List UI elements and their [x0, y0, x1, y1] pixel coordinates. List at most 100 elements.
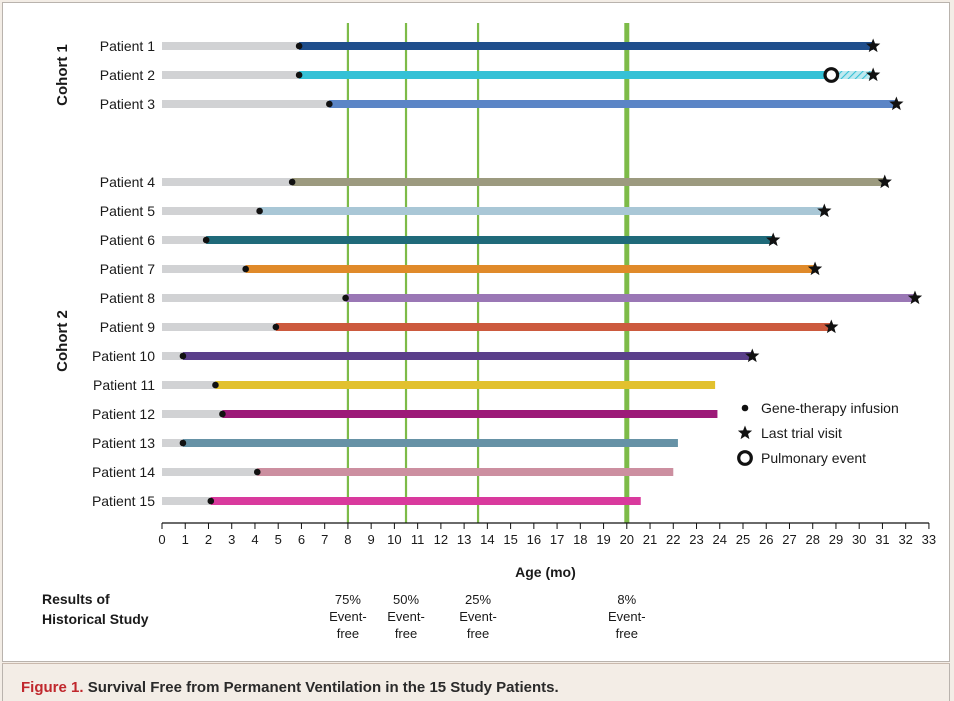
- event-free-bar: [292, 178, 885, 186]
- pre-infusion-bar: [162, 207, 260, 215]
- infusion-dot: [179, 352, 187, 360]
- x-tick-label: 24: [713, 532, 727, 547]
- infusion-dot: [256, 207, 263, 215]
- infusion-dot: [326, 100, 333, 108]
- infusion-dot: [219, 410, 226, 418]
- event-free-bar: [257, 468, 674, 476]
- infusion-dot: [342, 294, 349, 302]
- pre-infusion-bar: [162, 71, 300, 79]
- infusion-dot: [272, 323, 280, 331]
- patient-label: Patient 8: [100, 290, 155, 306]
- cohort-label: Cohort 1: [54, 44, 71, 106]
- patient-label: Patient 5: [100, 203, 155, 219]
- patient-label: Patient 3: [100, 96, 155, 112]
- patient-row: Patient 11: [93, 377, 716, 393]
- pre-infusion-bar: [162, 410, 223, 418]
- cohort-label: Cohort 2: [54, 310, 71, 372]
- x-tick-label: 27: [782, 532, 796, 547]
- patient-row: Patient 10: [92, 348, 760, 364]
- x-tick-label: 26: [759, 532, 773, 547]
- chart-panel: [2, 2, 950, 662]
- patient-row: Patient 2: [100, 67, 881, 83]
- legend-item: Gene-therapy infusion: [741, 400, 899, 416]
- historical-study-label: Results of: [42, 591, 110, 607]
- patient-label: Patient 2: [100, 67, 155, 83]
- patient-label: Patient 13: [92, 435, 155, 451]
- legend-dot-icon: [741, 404, 749, 412]
- x-tick-label: 18: [573, 532, 587, 547]
- last-visit-star: [889, 96, 904, 111]
- patient-label: Patient 6: [100, 232, 155, 248]
- event-free-bar: [275, 323, 832, 331]
- patient-row: Patient 6: [100, 232, 781, 248]
- patient-label: Patient 4: [100, 174, 155, 190]
- infusion-dot: [202, 236, 210, 244]
- x-axis-title: Age (mo): [515, 564, 576, 580]
- event-free-bar: [345, 294, 915, 302]
- x-tick-label: 6: [298, 532, 305, 547]
- patient-row: Patient 4: [100, 174, 892, 190]
- legend-label: Pulmonary event: [761, 450, 866, 466]
- reference-label: 8%: [617, 592, 636, 607]
- x-tick-label: 3: [228, 532, 235, 547]
- infusion-dot: [242, 265, 249, 273]
- legend-label: Last trial visit: [761, 425, 842, 441]
- figure-caption: Figure 1. Survival Free from Permanent V…: [21, 679, 559, 696]
- reference-label: free: [337, 626, 359, 641]
- patient-label: Patient 11: [93, 377, 155, 393]
- event-free-bar: [210, 497, 641, 505]
- patient-label: Patient 14: [92, 464, 155, 480]
- event-free-bar: [215, 381, 716, 389]
- event-free-bar: [329, 100, 897, 108]
- caption-bar: Figure 1. Survival Free from Permanent V…: [2, 663, 950, 701]
- last-visit-star: [824, 319, 839, 334]
- x-tick-label: 9: [368, 532, 375, 547]
- figure-title: Survival Free from Permanent Ventilation…: [87, 679, 559, 696]
- x-tick-label: 28: [805, 532, 819, 547]
- patient-row: Patient 14: [92, 464, 674, 480]
- reference-label: free: [467, 626, 489, 641]
- legend-label: Gene-therapy infusion: [761, 400, 899, 416]
- x-tick-label: 20: [620, 532, 634, 547]
- pre-infusion-bar: [162, 439, 183, 447]
- event-free-bar: [206, 236, 774, 244]
- infusion-dot: [253, 468, 261, 476]
- pre-infusion-bar: [162, 178, 293, 186]
- x-tick-label: 8: [344, 532, 351, 547]
- x-tick-label: 22: [666, 532, 680, 547]
- reference-label: 75%: [335, 592, 361, 607]
- event-free-bar: [222, 410, 718, 418]
- x-tick-label: 2: [205, 532, 212, 547]
- x-tick-label: 7: [321, 532, 328, 547]
- x-tick-label: 14: [480, 532, 494, 547]
- patient-row: Patient 13: [92, 435, 678, 451]
- x-tick-label: 4: [251, 532, 258, 547]
- x-tick-label: 1: [182, 532, 189, 547]
- x-tick-label: 29: [829, 532, 843, 547]
- pre-infusion-bar: [162, 381, 216, 389]
- pulmonary-event-marker: [823, 67, 840, 83]
- pre-infusion-bar: [162, 497, 211, 505]
- legend-ring-icon: [737, 450, 753, 466]
- event-free-bar: [299, 71, 832, 79]
- patient-label: Patient 1: [100, 38, 155, 54]
- last-visit-star: [766, 232, 781, 247]
- x-tick-label: 15: [503, 532, 517, 547]
- x-tick-label: 30: [852, 532, 866, 547]
- patient-row: Patient 7: [100, 261, 823, 277]
- last-visit-star: [807, 261, 823, 276]
- patient-row: Patient 3: [100, 96, 904, 112]
- historical-study-label: Historical Study: [42, 611, 149, 627]
- reference-label: Event-: [329, 609, 367, 624]
- pre-infusion-bar: [162, 352, 183, 360]
- event-free-bar: [182, 352, 753, 360]
- pre-infusion-bar: [162, 468, 258, 476]
- pre-infusion-bar: [162, 323, 276, 331]
- x-tick-label: 12: [434, 532, 448, 547]
- x-tick-label: 21: [643, 532, 657, 547]
- legend-item: Last trial visit: [737, 425, 842, 441]
- x-tick-label: 23: [689, 532, 703, 547]
- x-tick-label: 16: [527, 532, 541, 547]
- infusion-dot: [295, 42, 303, 50]
- infusion-dot: [212, 381, 219, 389]
